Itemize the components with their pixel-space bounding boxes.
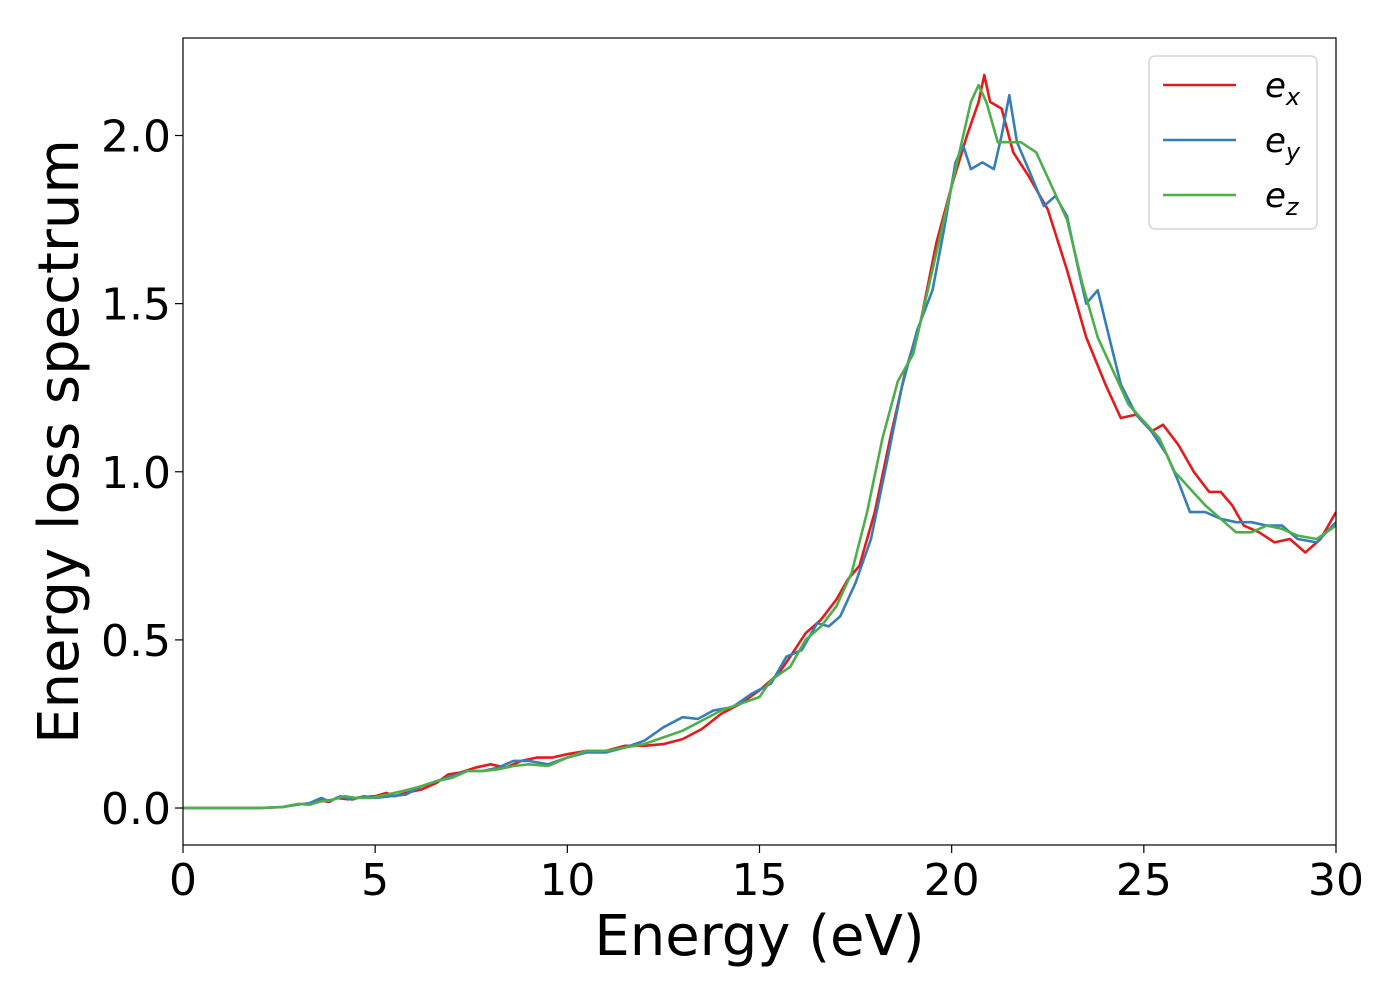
y-axis-title: Energy loss spectrum [27, 139, 92, 744]
y-tick-label: 2.0 [101, 112, 171, 163]
y-tick-label: 0.5 [101, 616, 171, 667]
y-tick-label: 1.5 [101, 280, 171, 331]
legend-label-main: e [1265, 66, 1286, 106]
x-tick-label: 15 [732, 855, 788, 906]
y-tick-label: 0.0 [101, 784, 171, 835]
legend-label-main: e [1265, 121, 1286, 161]
legend-label-subscript: z [1285, 193, 1300, 221]
legend-box [1148, 55, 1318, 230]
x-tick-label: 5 [361, 855, 389, 906]
legend-label-e-z: ez [1265, 176, 1300, 221]
x-tick-label: 25 [1116, 855, 1172, 906]
legend-label-e-y: ey [1265, 121, 1301, 166]
x-tick-label: 30 [1308, 855, 1364, 906]
y-axis: 0.0 0.5 1.0 1.5 2.0 [101, 112, 183, 835]
series-lines [183, 73, 1336, 810]
x-tick-label: 20 [924, 855, 980, 906]
x-axis: 0 5 10 15 20 25 30 [169, 845, 1364, 906]
x-axis-title: Energy (eV) [594, 904, 924, 969]
legend-label-subscript: x [1285, 83, 1301, 111]
x-tick-label: 0 [169, 855, 197, 906]
legend-label-e-x: ex [1265, 66, 1301, 111]
legend-label-main: e [1265, 176, 1286, 216]
y-tick-label: 1.0 [101, 448, 171, 499]
legend-label-subscript: y [1285, 138, 1301, 166]
x-tick-label: 10 [539, 855, 595, 906]
series-line-e-z [183, 83, 1336, 810]
